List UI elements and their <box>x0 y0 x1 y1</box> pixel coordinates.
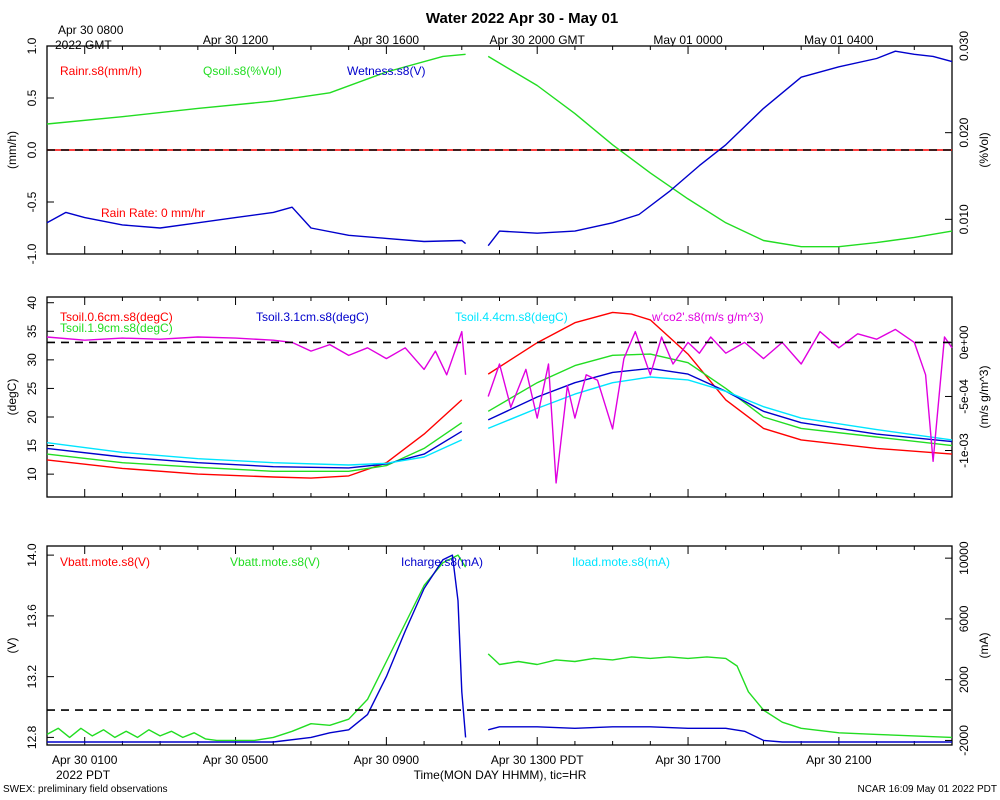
y-left-axis-label: (V) <box>5 638 19 654</box>
legend-entry: Tsoil.4.4cm.s8(degC) <box>455 310 568 324</box>
y-left-tick-label: -0.5 <box>25 191 39 212</box>
y-right-tick-label: 0.020 <box>957 117 971 147</box>
series-line <box>46 376 953 466</box>
legend-entry: Rainr.s8(mm/h) <box>60 64 142 78</box>
y-right-tick-label: 10000 <box>957 541 971 575</box>
top-tick-label: May 01 0000 <box>653 33 723 47</box>
y-right-tick-label: -5e-04 <box>957 379 971 414</box>
series-line <box>46 53 953 248</box>
power-panel: 14.0 13.6 13.2 12.8 10000 6000 2000 -2000 (V) (mA… <box>5 541 991 756</box>
y-left-tick-label: 10 <box>25 467 39 481</box>
y-right-axis-label: (%Vol) <box>977 132 991 167</box>
bottom-axis-tick-labels: Apr 30 0100 Apr 30 0500 Apr 30 0900 Apr 30 … <box>52 753 872 767</box>
footer-left: SWEX: preliminary field observations <box>3 784 168 795</box>
top-tick-label: Apr 30 1600 <box>354 33 420 47</box>
series-line <box>46 353 953 472</box>
legend-entry: Qsoil.s8(%Vol) <box>203 64 282 78</box>
y-left-tick-label: 14.0 <box>25 543 39 567</box>
temperature-panel: 40 35 30 25 20 15 10 0e+00 -5e-04 -1e-03 (degC) (m/… <box>5 296 991 498</box>
y-left-tick-label: 0.5 <box>25 89 39 106</box>
y-left-tick-label: 40 <box>25 296 39 310</box>
legend-entry: Iload.mote.s8(mA) <box>572 555 670 569</box>
legend-entry: Tsoil.3.1cm.s8(degC) <box>256 310 369 324</box>
bottom-tick-label: Apr 30 0900 <box>354 753 420 767</box>
legend-entry: Wetness.s8(V) <box>347 64 425 78</box>
y-right-tick-label: -2000 <box>957 725 971 756</box>
water-panel: 1.0 0.5 0.0 -0.5 -1.0 0.030 0.020 0.010 (mm/h) (%… <box>5 31 991 265</box>
y-left-tick-label: 30 <box>25 353 39 367</box>
y-right-tick-label: 0.010 <box>957 204 971 234</box>
y-left-tick-label: 13.2 <box>25 665 39 689</box>
top-date-line1: Apr 30 0800 <box>58 23 124 37</box>
y-right-axis-label: (m/s g/m^3) <box>977 366 991 429</box>
x-axis-label: Time(MON DAY HHMM), tic=HR <box>414 768 587 782</box>
y-right-tick-label: 0.030 <box>957 31 971 61</box>
y-right-tick-label: 2000 <box>957 666 971 693</box>
bottom-tick-label: Apr 30 1300 PDT <box>491 753 584 767</box>
y-left-tick-label: 35 <box>25 324 39 338</box>
y-left-tick-label: 1.0 <box>25 37 39 54</box>
series-line <box>46 554 953 742</box>
chart-annotation: Rain Rate: 0 mm/hr <box>101 206 205 220</box>
y-right-axis-label: (mA) <box>977 633 991 659</box>
y-left-axis-label: (degC) <box>5 379 19 416</box>
y-left-tick-label: -1.0 <box>25 243 39 264</box>
bottom-tick-label: Apr 30 0500 <box>203 753 269 767</box>
chart-title: Water 2022 Apr 30 - May 01 <box>426 10 618 27</box>
series-line <box>46 328 953 484</box>
plot-frame <box>46 545 953 746</box>
series-line <box>46 367 953 469</box>
y-right-tick-label: -1e-03 <box>957 433 971 468</box>
legend-entry: Vbatt.mote.s8(V) <box>60 555 150 569</box>
y-left-tick-label: 15 <box>25 439 39 453</box>
legend-entry: Icharge.s8(mA) <box>401 555 483 569</box>
bottom-tick-label: Apr 30 0100 <box>52 753 118 767</box>
y-right-tick-label: 6000 <box>957 605 971 632</box>
y-left-tick-label: 20 <box>25 410 39 424</box>
top-axis-tick-labels: Apr 30 1200 Apr 30 1600 Apr 30 2000 GMT May… <box>203 33 874 47</box>
bottom-tick-label: Apr 30 1700 <box>655 753 721 767</box>
top-date-line2: 2022 GMT <box>55 38 112 52</box>
legend-entry: Vbatt.mote.s8(V) <box>230 555 320 569</box>
series-line <box>47 554 952 743</box>
footer-right: NCAR 16:09 May 01 2022 PDT <box>857 784 997 795</box>
bottom-year-label: 2022 PDT <box>56 768 111 782</box>
series-line <box>46 50 953 247</box>
series-line <box>46 311 953 479</box>
bottom-tick-label: Apr 30 2100 <box>806 753 872 767</box>
legend-entry: Tsoil.0.6cm.s8(degC) <box>60 310 173 324</box>
y-left-tick-label: 0.0 <box>25 141 39 158</box>
y-left-tick-label: 12.8 <box>25 725 39 749</box>
y-right-tick-label: 0e+00 <box>957 325 971 359</box>
top-tick-label: May 01 0400 <box>804 33 874 47</box>
y-left-tick-label: 25 <box>25 381 39 395</box>
legend-entry: w'co2'.s8(m/s g/m^3) <box>651 310 764 324</box>
legend-entry: Tsoil.1.9cm.s8(degC) <box>60 321 173 335</box>
y-left-tick-label: 13.6 <box>25 604 39 628</box>
top-tick-label: Apr 30 2000 GMT <box>490 33 586 47</box>
y-left-axis-label: (mm/h) <box>5 131 19 169</box>
top-tick-label: Apr 30 1200 <box>203 33 269 47</box>
